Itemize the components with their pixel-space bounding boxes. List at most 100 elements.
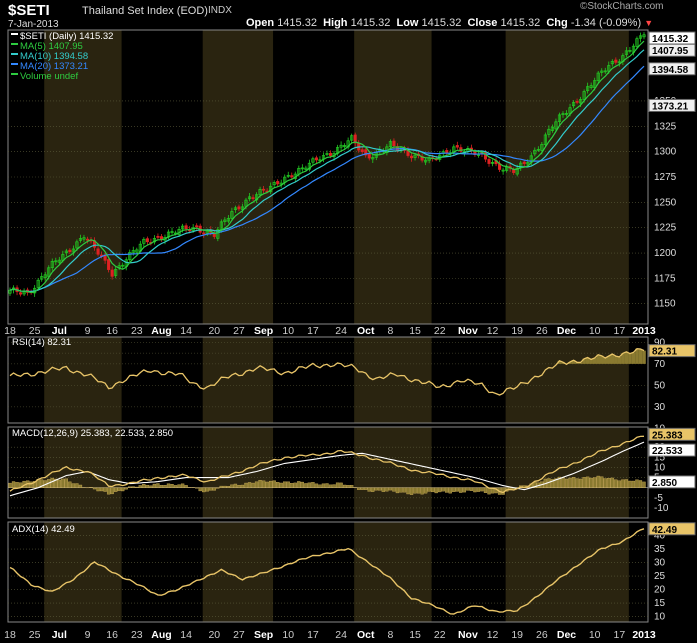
x-tick-label: Sep xyxy=(254,325,273,337)
macd-histogram-bar xyxy=(276,482,280,488)
macd-histogram-bar xyxy=(350,484,354,488)
rsi-overbought-fill xyxy=(638,348,643,364)
macd-histogram-bar xyxy=(621,479,625,488)
candle-body xyxy=(170,231,174,233)
macd-histogram-bar xyxy=(114,487,118,492)
macd-histogram-bar xyxy=(381,487,386,492)
candle-body xyxy=(543,134,547,145)
candle-body xyxy=(413,154,417,158)
candle-up xyxy=(564,110,569,117)
y-tick-label: 15 xyxy=(654,598,666,609)
month-band xyxy=(505,337,629,423)
candle-body xyxy=(610,60,614,65)
macd-histogram-bar xyxy=(445,487,449,493)
macd-histogram-bar xyxy=(128,486,132,488)
macd-histogram-bar xyxy=(237,484,241,488)
month-band xyxy=(9,427,45,518)
candle-body xyxy=(82,237,86,240)
candle-body xyxy=(455,145,459,148)
month-band xyxy=(628,427,647,518)
candle-up xyxy=(561,111,565,118)
candle-up xyxy=(230,207,234,221)
macd-histogram-bar xyxy=(357,487,361,490)
macd-histogram-bar xyxy=(117,487,121,491)
candle-body xyxy=(501,169,505,172)
rsi-overbought-fill xyxy=(585,357,590,364)
candle-body xyxy=(54,260,58,263)
macd-histogram-bar xyxy=(374,487,378,491)
month-band xyxy=(431,522,506,622)
macd-histogram-bar xyxy=(399,487,403,493)
macd-histogram-bar xyxy=(138,485,142,488)
y-tick-label: 1275 xyxy=(654,172,677,183)
x-tick-label: 8 xyxy=(387,629,393,641)
y-tick-label: 10 xyxy=(654,612,666,623)
macd-histogram-bar xyxy=(434,487,438,494)
rsi-overbought-fill xyxy=(582,358,586,364)
x-tick-label: 12 xyxy=(487,629,499,641)
candle-up xyxy=(128,249,132,262)
macd-histogram-bar xyxy=(473,487,477,493)
candle-down xyxy=(145,236,149,246)
x-tick-label: Aug xyxy=(151,325,171,337)
candle-body xyxy=(57,259,61,263)
x-tick-label: 14 xyxy=(180,629,192,641)
candle-body xyxy=(184,225,188,230)
macd-histogram-bar xyxy=(395,487,400,494)
macd-histogram-bar xyxy=(607,478,611,488)
x-tick-label: Oct xyxy=(357,629,375,641)
x-tick-label: 10 xyxy=(589,629,601,641)
macd-histogram-bar xyxy=(11,481,16,488)
candle-body xyxy=(128,252,132,260)
legend-entry: MA(5) 1407.95 xyxy=(20,41,83,52)
candle-down xyxy=(392,138,396,150)
candle-body xyxy=(367,153,371,159)
candle-up xyxy=(121,262,125,269)
macd-histogram-bar xyxy=(628,480,632,488)
y-tick-label: 70 xyxy=(654,359,666,370)
macd-histogram-bar xyxy=(110,487,114,495)
candle-body xyxy=(318,159,322,162)
macd-histogram-bar xyxy=(328,484,333,488)
month-band xyxy=(121,30,203,324)
legend-entry: Volume undef xyxy=(20,71,78,82)
candle-up xyxy=(536,146,540,152)
x-tick-label: 8 xyxy=(387,325,393,337)
macd-histogram-bar xyxy=(258,479,262,488)
macd-histogram-bar xyxy=(286,481,290,488)
candle-down xyxy=(68,248,72,255)
candle-body xyxy=(156,236,160,238)
rsi-overbought-fill xyxy=(571,360,576,364)
macd-histogram-bar xyxy=(212,487,216,491)
macd-histogram-bar xyxy=(166,483,171,488)
macd-histogram-bar xyxy=(431,487,435,493)
candle-body xyxy=(635,38,639,47)
last-value-text: 25.383 xyxy=(652,430,683,441)
candle-body xyxy=(121,264,125,267)
candle-up xyxy=(424,157,428,166)
y-tick-label: 1225 xyxy=(654,223,677,234)
y-tick-label: 20 xyxy=(654,585,666,596)
y-tick-label: 35 xyxy=(654,544,666,555)
rsi-overbought-fill xyxy=(596,354,601,364)
candle-body xyxy=(575,101,579,103)
panel-border xyxy=(7,336,649,424)
candle-body xyxy=(607,65,611,72)
macd-histogram-bar xyxy=(582,477,586,488)
candle-down xyxy=(237,204,241,212)
candle-body xyxy=(286,174,290,177)
macd-histogram-bar xyxy=(321,483,326,488)
x-tick-label: 17 xyxy=(614,325,626,337)
candle-up xyxy=(547,125,551,138)
x-tick-label: 19 xyxy=(511,325,523,337)
rsi-overbought-fill xyxy=(621,353,625,364)
x-tick-label: 25 xyxy=(29,325,41,337)
month-band xyxy=(202,522,274,622)
macd-histogram-bar xyxy=(142,484,146,488)
macd-histogram-bar xyxy=(371,487,375,492)
price-panel: 115011751200122512501275130013251350$SET… xyxy=(7,29,696,325)
candle-body xyxy=(110,269,114,277)
candle-up xyxy=(501,167,505,175)
rsi-overbought-fill xyxy=(642,350,646,364)
macd-histogram-bar xyxy=(254,481,259,488)
